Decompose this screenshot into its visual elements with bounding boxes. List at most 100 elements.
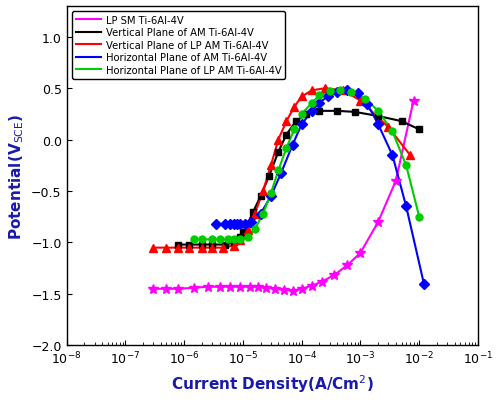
Horizontal Plane of AM Ti-6Al-4V xyxy=(334,91,340,95)
LP SM Ti-6Al-4V xyxy=(164,287,170,292)
Horizontal Plane of AM Ti-6Al-4V xyxy=(222,222,228,227)
Horizontal Plane of AM Ti-6Al-4V xyxy=(298,122,304,127)
Horizontal Plane of LP AM Ti-6Al-4V xyxy=(326,90,332,95)
LP SM Ti-6Al-4V xyxy=(344,263,350,268)
Horizontal Plane of LP AM Ti-6Al-4V xyxy=(209,237,215,242)
LP SM Ti-6Al-4V xyxy=(216,285,222,290)
Vertical Plane of LP AM Ti-6Al-4V xyxy=(322,87,328,91)
Vertical Plane of LP AM Ti-6Al-4V xyxy=(284,119,290,124)
Horizontal Plane of LP AM Ti-6Al-4V xyxy=(260,212,266,217)
Vertical Plane of AM Ti-6Al-4V xyxy=(316,109,322,114)
LP SM Ti-6Al-4V xyxy=(309,284,315,288)
Vertical Plane of AM Ti-6Al-4V xyxy=(258,194,264,199)
Horizontal Plane of LP AM Ti-6Al-4V xyxy=(292,128,298,132)
Vertical Plane of LP AM Ti-6Al-4V xyxy=(164,245,170,250)
Horizontal Plane of AM Ti-6Al-4V xyxy=(344,89,350,93)
Vertical Plane of LP AM Ti-6Al-4V xyxy=(340,89,346,93)
Vertical Plane of AM Ti-6Al-4V xyxy=(250,210,256,215)
Horizontal Plane of LP AM Ti-6Al-4V xyxy=(337,89,343,93)
Horizontal Plane of AM Ti-6Al-4V xyxy=(234,222,240,227)
Horizontal Plane of LP AM Ti-6Al-4V xyxy=(252,227,258,232)
LP SM Ti-6Al-4V xyxy=(227,285,233,290)
Vertical Plane of LP AM Ti-6Al-4V xyxy=(260,189,266,194)
Horizontal Plane of LP AM Ti-6Al-4V xyxy=(216,237,222,242)
Horizontal Plane of LP AM Ti-6Al-4V xyxy=(244,235,250,240)
Horizontal Plane of AM Ti-6Al-4V xyxy=(364,102,370,107)
Y-axis label: Potential(V$_{\mathrm{SCE}}$): Potential(V$_{\mathrm{SCE}}$) xyxy=(7,113,26,239)
LP SM Ti-6Al-4V xyxy=(298,287,304,292)
Vertical Plane of AM Ti-6Al-4V xyxy=(186,243,192,247)
Horizontal Plane of AM Ti-6Al-4V xyxy=(316,101,322,106)
LP SM Ti-6Al-4V xyxy=(319,279,325,284)
LP SM Ti-6Al-4V xyxy=(393,179,399,184)
Vertical Plane of AM Ti-6Al-4V xyxy=(176,243,182,247)
Vertical Plane of AM Ti-6Al-4V xyxy=(375,114,381,119)
X-axis label: Current Density(A/Cm$^2$): Current Density(A/Cm$^2$) xyxy=(171,373,374,394)
Vertical Plane of AM Ti-6Al-4V xyxy=(334,109,340,114)
Vertical Plane of AM Ti-6Al-4V xyxy=(199,243,205,247)
Horizontal Plane of LP AM Ti-6Al-4V xyxy=(298,112,304,117)
Horizontal Plane of LP AM Ti-6Al-4V xyxy=(316,94,322,99)
Line: Vertical Plane of AM Ti-6Al-4V: Vertical Plane of AM Ti-6Al-4V xyxy=(178,111,419,245)
Horizontal Plane of LP AM Ti-6Al-4V xyxy=(375,109,381,114)
Line: Vertical Plane of LP AM Ti-6Al-4V: Vertical Plane of LP AM Ti-6Al-4V xyxy=(154,89,410,248)
Vertical Plane of LP AM Ti-6Al-4V xyxy=(209,245,215,250)
Horizontal Plane of LP AM Ti-6Al-4V xyxy=(348,91,354,95)
Line: LP SM Ti-6Al-4V: LP SM Ti-6Al-4V xyxy=(154,101,414,291)
LP SM Ti-6Al-4V xyxy=(246,285,252,290)
LP SM Ti-6Al-4V xyxy=(150,287,156,292)
LP SM Ti-6Al-4V xyxy=(204,285,210,290)
Vertical Plane of LP AM Ti-6Al-4V xyxy=(276,138,281,143)
Vertical Plane of AM Ti-6Al-4V xyxy=(416,128,422,132)
Horizontal Plane of AM Ti-6Al-4V xyxy=(231,222,237,227)
Line: Horizontal Plane of LP AM Ti-6Al-4V: Horizontal Plane of LP AM Ti-6Al-4V xyxy=(194,91,419,240)
Vertical Plane of AM Ti-6Al-4V xyxy=(236,239,242,243)
Line: Horizontal Plane of AM Ti-6Al-4V: Horizontal Plane of AM Ti-6Al-4V xyxy=(216,91,424,284)
Horizontal Plane of AM Ti-6Al-4V xyxy=(290,143,296,148)
Vertical Plane of AM Ti-6Al-4V xyxy=(222,243,228,247)
Horizontal Plane of LP AM Ti-6Al-4V xyxy=(224,237,230,242)
Vertical Plane of AM Ti-6Al-4V xyxy=(284,133,290,138)
Vertical Plane of LP AM Ti-6Al-4V xyxy=(150,245,156,250)
Vertical Plane of AM Ti-6Al-4V xyxy=(209,243,215,247)
Horizontal Plane of AM Ti-6Al-4V xyxy=(213,222,219,227)
Vertical Plane of LP AM Ti-6Al-4V xyxy=(244,228,250,233)
Horizontal Plane of LP AM Ti-6Al-4V xyxy=(284,146,290,151)
Horizontal Plane of AM Ti-6Al-4V xyxy=(242,222,248,227)
LP SM Ti-6Al-4V xyxy=(330,273,336,278)
Vertical Plane of LP AM Ti-6Al-4V xyxy=(358,99,364,104)
Horizontal Plane of AM Ti-6Al-4V xyxy=(258,212,264,217)
Vertical Plane of AM Ti-6Al-4V xyxy=(237,235,243,240)
Vertical Plane of AM Ti-6Al-4V xyxy=(293,119,299,124)
Horizontal Plane of AM Ti-6Al-4V xyxy=(268,194,274,199)
Vertical Plane of AM Ti-6Al-4V xyxy=(398,119,404,124)
Horizontal Plane of LP AM Ti-6Al-4V xyxy=(192,237,198,242)
LP SM Ti-6Al-4V xyxy=(281,288,287,292)
Horizontal Plane of AM Ti-6Al-4V xyxy=(403,205,409,209)
LP SM Ti-6Al-4V xyxy=(264,286,270,290)
Horizontal Plane of LP AM Ti-6Al-4V xyxy=(268,191,274,196)
Vertical Plane of LP AM Ti-6Al-4V xyxy=(252,212,258,217)
Horizontal Plane of LP AM Ti-6Al-4V xyxy=(199,237,205,242)
Vertical Plane of AM Ti-6Al-4V xyxy=(231,241,237,245)
Vertical Plane of AM Ti-6Al-4V xyxy=(276,150,281,155)
Vertical Plane of AM Ti-6Al-4V xyxy=(244,222,250,227)
Horizontal Plane of AM Ti-6Al-4V xyxy=(355,92,361,97)
Horizontal Plane of AM Ti-6Al-4V xyxy=(390,153,396,158)
LP SM Ti-6Al-4V xyxy=(237,285,243,290)
Vertical Plane of LP AM Ti-6Al-4V xyxy=(268,164,274,168)
Horizontal Plane of LP AM Ti-6Al-4V xyxy=(362,97,368,102)
Horizontal Plane of LP AM Ti-6Al-4V xyxy=(416,215,422,220)
Horizontal Plane of AM Ti-6Al-4V xyxy=(309,109,315,114)
Vertical Plane of AM Ti-6Al-4V xyxy=(304,112,310,117)
LP SM Ti-6Al-4V xyxy=(375,220,381,225)
Horizontal Plane of LP AM Ti-6Al-4V xyxy=(390,130,396,134)
LP SM Ti-6Al-4V xyxy=(358,251,364,255)
LP SM Ti-6Al-4V xyxy=(410,99,416,104)
Horizontal Plane of AM Ti-6Al-4V xyxy=(237,222,243,227)
Horizontal Plane of LP AM Ti-6Al-4V xyxy=(276,169,281,174)
Horizontal Plane of AM Ti-6Al-4V xyxy=(375,122,381,127)
Vertical Plane of LP AM Ti-6Al-4V xyxy=(186,245,192,250)
Horizontal Plane of LP AM Ti-6Al-4V xyxy=(309,101,315,106)
Vertical Plane of LP AM Ti-6Al-4V xyxy=(298,95,304,99)
